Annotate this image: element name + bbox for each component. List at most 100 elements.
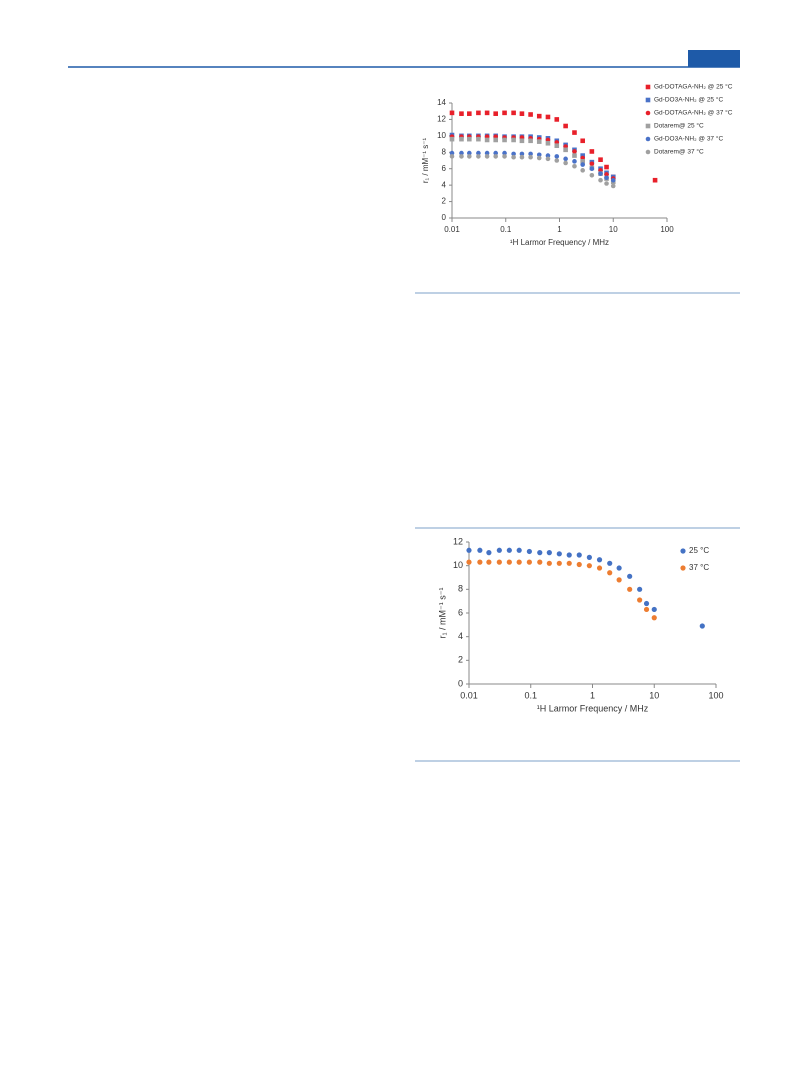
data-point bbox=[652, 177, 658, 183]
data-point bbox=[554, 143, 560, 149]
data-point bbox=[589, 149, 595, 154]
data-point bbox=[537, 559, 543, 565]
data-point bbox=[563, 123, 568, 129]
data-point bbox=[466, 547, 472, 553]
data-point bbox=[589, 166, 595, 172]
data-point bbox=[519, 154, 525, 160]
data-point bbox=[566, 552, 572, 558]
y-tick-label: 2 bbox=[442, 197, 447, 206]
data-point bbox=[459, 136, 464, 142]
data-point bbox=[610, 177, 616, 183]
x-tick-label: 100 bbox=[708, 690, 723, 700]
data-point bbox=[627, 586, 633, 592]
data-point bbox=[637, 586, 643, 592]
data-point bbox=[496, 559, 502, 565]
y-tick-label: 12 bbox=[437, 115, 446, 124]
data-point bbox=[554, 158, 560, 163]
legend-marker bbox=[645, 136, 651, 142]
data-point bbox=[496, 547, 502, 553]
data-point bbox=[493, 137, 498, 143]
data-point bbox=[536, 139, 542, 144]
data-point bbox=[699, 623, 705, 629]
data-point bbox=[604, 172, 609, 177]
data-point bbox=[576, 552, 582, 558]
data-point bbox=[586, 554, 592, 560]
x-tick-label: 0.1 bbox=[524, 690, 537, 700]
data-point bbox=[516, 547, 522, 553]
y-tick-label: 8 bbox=[442, 147, 447, 156]
data-point bbox=[572, 163, 577, 169]
data-point bbox=[477, 559, 483, 565]
legend-marker bbox=[680, 565, 686, 571]
x-tick-label: 1 bbox=[590, 690, 595, 700]
data-point bbox=[556, 551, 562, 557]
data-point bbox=[536, 113, 542, 119]
y-tick-label: 0 bbox=[458, 678, 463, 688]
data-point bbox=[637, 597, 643, 603]
data-point bbox=[484, 150, 490, 156]
data-point bbox=[476, 150, 481, 156]
data-point bbox=[493, 154, 498, 159]
y-tick-label: 12 bbox=[453, 536, 463, 546]
data-point bbox=[467, 136, 472, 142]
data-point bbox=[563, 156, 568, 162]
x-tick-label: 10 bbox=[609, 225, 618, 234]
data-point bbox=[449, 136, 455, 142]
data-point bbox=[537, 550, 543, 556]
data-point bbox=[519, 151, 525, 157]
y-axis-label: r₁ / mM⁻¹ s⁻¹ bbox=[437, 587, 447, 638]
data-point bbox=[563, 160, 568, 166]
data-point bbox=[580, 168, 585, 173]
x-tick-label: 100 bbox=[660, 225, 674, 234]
data-point bbox=[651, 615, 657, 621]
x-tick-label: 1 bbox=[557, 225, 562, 234]
data-point bbox=[604, 175, 609, 181]
data-point bbox=[651, 606, 657, 613]
y-tick-label: 6 bbox=[442, 164, 447, 173]
data-point bbox=[604, 181, 609, 186]
legend-label: Gd-DOTAGA-NH₂ @ 25 °C bbox=[654, 83, 733, 91]
data-point bbox=[506, 547, 512, 553]
data-point bbox=[528, 151, 533, 157]
data-point bbox=[528, 154, 533, 160]
y-tick-label: 4 bbox=[458, 631, 463, 641]
data-point bbox=[502, 110, 507, 116]
data-point bbox=[526, 548, 532, 555]
data-point bbox=[546, 560, 552, 566]
data-point bbox=[528, 112, 533, 117]
x-tick-label: 0.01 bbox=[444, 225, 460, 234]
data-point bbox=[643, 600, 650, 607]
data-point bbox=[545, 153, 551, 158]
data-point bbox=[467, 154, 472, 159]
y-tick-label: 0 bbox=[442, 213, 447, 222]
data-point bbox=[486, 550, 492, 556]
data-point bbox=[580, 138, 585, 144]
data-point bbox=[484, 137, 490, 143]
data-point bbox=[610, 183, 616, 189]
y-tick-label: 10 bbox=[453, 560, 463, 570]
data-point bbox=[449, 150, 455, 156]
data-point bbox=[616, 577, 622, 583]
data-point bbox=[486, 559, 492, 565]
data-point bbox=[586, 563, 592, 569]
data-point bbox=[526, 559, 532, 565]
data-point bbox=[476, 154, 481, 159]
data-point bbox=[516, 559, 522, 565]
data-point bbox=[511, 151, 516, 157]
legend-label: Gd-DO3A-NH₂ @ 25 °C bbox=[654, 96, 723, 104]
data-point bbox=[643, 606, 650, 613]
x-tick-label: 0.01 bbox=[460, 690, 478, 700]
data-point bbox=[484, 154, 490, 159]
data-point bbox=[511, 137, 516, 143]
legend-marker bbox=[680, 548, 686, 554]
data-point bbox=[493, 111, 498, 116]
data-point bbox=[572, 149, 577, 154]
x-tick-label: 10 bbox=[649, 690, 659, 700]
legend-label: Dotarem@ 25 °C bbox=[654, 122, 704, 130]
data-point bbox=[607, 560, 613, 566]
data-point bbox=[449, 154, 455, 159]
data-point bbox=[604, 164, 609, 170]
data-point bbox=[580, 153, 585, 158]
